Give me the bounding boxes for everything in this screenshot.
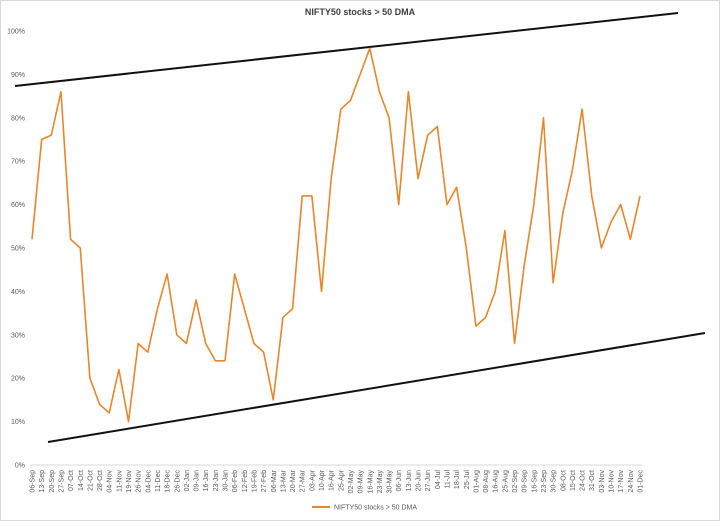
y-tick-label: 10% — [11, 419, 25, 426]
x-tick-label: 15-Oct — [570, 470, 577, 491]
x-tick-label: 06-Jun — [396, 470, 403, 492]
y-tick-label: 0% — [15, 463, 25, 470]
x-tick-label: 27-Feb — [261, 470, 268, 492]
x-tick-label: 09-May — [358, 470, 365, 494]
y-tick-label: 40% — [11, 289, 25, 296]
x-tick-label: 10-Apr — [319, 469, 326, 491]
x-tick-label: 20-Sep — [49, 470, 56, 493]
x-tick-label: 16-Sep — [531, 470, 538, 493]
x-tick-label: 25-Jul — [464, 470, 471, 490]
x-tick-label: 30-Jan — [223, 470, 230, 492]
x-tick-label: 11-Jul — [444, 470, 451, 489]
x-tick-label: 11-Nov — [116, 470, 123, 493]
y-tick-label: 90% — [11, 72, 25, 79]
y-tick-label: 100% — [7, 29, 25, 36]
x-tick-label: 24-Oct — [580, 470, 587, 491]
legend-label: NIFTY50 stocks > 50 DMA — [334, 505, 417, 512]
x-tick-label: 01-Aug — [473, 470, 480, 493]
upper-trendline — [14, 12, 679, 87]
x-tick-label: 26-Dec — [174, 470, 181, 493]
x-tick-label: 09-Jan — [194, 470, 201, 492]
x-tick-label: 30-Sep — [551, 470, 558, 493]
x-tick-label: 02-Jan — [184, 470, 191, 492]
x-tick-label: 03-Nov — [599, 470, 606, 493]
x-tick-label: 17-Nov — [618, 470, 625, 493]
x-tick-label: 08-Aug — [483, 470, 490, 493]
x-tick-label: 03-Apr — [309, 469, 316, 491]
x-tick-label: 23-May — [377, 470, 384, 494]
x-tick-label: 27-Mar — [300, 469, 307, 492]
x-tick-label: 16-Aug — [493, 470, 500, 493]
x-tick-label: 18-Dec — [165, 470, 172, 493]
x-tick-label: 19-Nov — [126, 470, 133, 493]
x-tick-label: 21-Oct — [87, 470, 94, 491]
x-tick-label: 16-May — [367, 470, 374, 494]
x-tick-label: 12-Feb — [242, 470, 249, 492]
x-tick-label: 06-Mar — [271, 469, 278, 492]
x-tick-label: 04-Dec — [145, 470, 152, 493]
x-tick-label: 24-Nov — [628, 470, 635, 493]
chart-title: NIFTY50 stocks > 50 DMA — [305, 7, 416, 17]
x-tick-label: 28-Oct — [97, 470, 104, 491]
x-tick-label: 08-Oct — [560, 470, 567, 491]
x-tick-label: 02-May — [348, 470, 355, 494]
x-tick-label: 25-Apr — [338, 469, 345, 491]
x-tick-label: 14-Oct — [78, 470, 85, 491]
x-tick-label: 02-Sep — [512, 470, 519, 493]
y-tick-label: 50% — [11, 246, 25, 253]
x-tick-label: 13-Mar — [280, 469, 287, 492]
x-tick-label: 31-Oct — [589, 470, 596, 491]
data-line — [31, 47, 641, 423]
x-tick-label: 25-Aug — [502, 470, 509, 493]
x-tick-label: 18-Jul — [454, 470, 461, 490]
x-tick-label: 11-Dec — [155, 470, 162, 493]
x-tick-label: 16-Apr — [329, 469, 336, 491]
x-tick-label: 04-Jul — [435, 470, 442, 490]
x-tick-label: 09-Sep — [522, 470, 529, 493]
y-tick-label: 20% — [11, 376, 25, 383]
y-tick-label: 60% — [11, 202, 25, 209]
lower-trendline — [47, 332, 706, 443]
x-tick-label: 06-Feb — [232, 470, 239, 492]
x-tick-label: 23-Sep — [541, 470, 548, 493]
x-tick-label: 04-Nov — [107, 470, 114, 493]
x-tick-label: 20-Mar — [290, 469, 297, 492]
x-tick-label: 30-May — [387, 470, 394, 494]
x-tick-label: 13-Sep — [39, 470, 46, 493]
x-tick-label: 27-Jun — [425, 470, 432, 492]
y-tick-label: 80% — [11, 115, 25, 122]
x-tick-label: 13-Jun — [406, 470, 413, 492]
x-tick-label: 27-Sep — [58, 470, 65, 493]
x-tick-label: 26-Nov — [136, 470, 143, 493]
x-tick-label: 16-Jan — [203, 470, 210, 492]
y-tick-label: 70% — [11, 159, 25, 166]
x-tick-label: 20-Jun — [416, 470, 423, 492]
x-tick-label: 07-Oct — [68, 470, 75, 491]
y-tick-label: 30% — [11, 332, 25, 339]
legend: NIFTY50 stocks > 50 DMA — [312, 505, 417, 512]
x-tick-label: 06-Sep — [30, 470, 37, 493]
x-tick-label: 10-Nov — [609, 470, 616, 493]
x-tick-label: 19-Feb — [251, 470, 258, 492]
x-tick-label: 01-Dec — [638, 470, 645, 493]
x-tick-label: 23-Jan — [213, 470, 220, 492]
